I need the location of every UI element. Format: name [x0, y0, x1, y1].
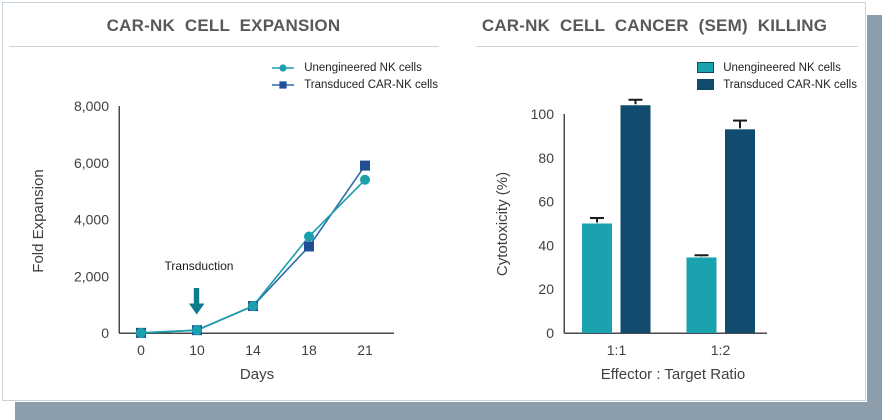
x-tick-label: 18: [301, 342, 317, 358]
killing-title: CAR-NK CELL CANCER (SEM) KILLING: [481, 16, 828, 35]
x-tick-label: 10: [189, 342, 205, 358]
legend-marker-graphic: [272, 80, 295, 89]
annotation-text: Transduction: [165, 259, 234, 273]
y-tick-label: 2,000: [74, 268, 109, 284]
legend-marker-graphic: [272, 63, 295, 72]
y-tick-label: 8,000: [74, 98, 109, 114]
marker-square: [360, 160, 370, 171]
killing-legend: Unengineered NK cells Transduced CAR-NK …: [697, 59, 857, 93]
marker-circle: [360, 174, 370, 185]
marker-circle: [136, 327, 146, 338]
legend-marker-circle: [279, 63, 287, 72]
x-tick-label: 1:2: [711, 342, 731, 358]
legend-item-transduced: Transduced CAR-NK cells: [697, 76, 857, 93]
y-tick-label: 20: [538, 281, 554, 297]
y-tick-label: 0: [546, 325, 554, 341]
legend-label-transduced: Transduced CAR-NK cells: [723, 78, 857, 91]
x-tick-label: 0: [137, 342, 145, 358]
bar-unengineered: [686, 257, 717, 333]
y-tick-label: 80: [538, 150, 554, 166]
y-tick-label: 100: [531, 106, 555, 122]
panel-killing: CAR-NK CELL CANCER (SEM) KILLING Unengin…: [444, 3, 865, 400]
y-tick-label: 4,000: [74, 212, 109, 228]
legend-label-unengineered: Unengineered NK cells: [304, 61, 422, 74]
marker-circle: [248, 301, 258, 312]
legend-item-transduced: Transduced CAR-NK cells: [271, 76, 438, 93]
legend-item-unengineered: Unengineered NK cells: [271, 59, 438, 76]
legend-marker-square: [279, 80, 287, 89]
legend-item-unengineered: Unengineered NK cells: [697, 59, 857, 76]
card-shadow-bottom: [15, 402, 882, 420]
bar-unengineered: [582, 223, 612, 333]
bar-transduced: [620, 105, 651, 333]
line-square-marker-icon: [271, 79, 295, 91]
annotation-arrow-head: [189, 303, 205, 315]
y-tick-label: 40: [538, 237, 554, 253]
y-tick-label: 0: [101, 325, 109, 341]
card-shadow-right: [867, 15, 882, 420]
killing-bar-chart: 0 20 40 60 80 100 1:1 1:2 Effector : Target Rati…: [494, 98, 767, 383]
expansion-title-rule: [9, 46, 439, 47]
annotation-arrow-shaft: [193, 288, 200, 304]
teal-swatch-icon: [697, 62, 715, 73]
marker-square: [304, 241, 314, 252]
x-axis-title: Days: [240, 366, 274, 383]
x-axis-title: Effector : Target Ratio: [601, 366, 746, 383]
y-axis-title: Fold Expansion: [30, 169, 47, 272]
line-circle-marker-icon: [271, 62, 295, 74]
x-tick-label: 21: [357, 342, 373, 358]
bar-transduced: [725, 129, 755, 333]
expansion-line-chart: 0 2,000 4,000 6,000 8,000 0 10 14 18 21 Days Fold E…: [30, 98, 394, 383]
x-tick-label: 14: [245, 342, 261, 358]
y-axis-title: Cytotoxicity (%): [494, 172, 511, 276]
killing-title-rule: [476, 46, 858, 47]
expansion-title: CAR-NK CELL EXPANSION: [106, 16, 341, 35]
panel-expansion: CAR-NK CELL EXPANSION Unengineered NK ce…: [3, 3, 444, 400]
expansion-legend: Unengineered NK cells Transduced CAR-NK …: [271, 59, 438, 93]
y-tick-label: 6,000: [74, 155, 109, 171]
navy-swatch-icon: [697, 79, 715, 90]
marker-circle: [304, 231, 314, 242]
legend-label-unengineered: Unengineered NK cells: [723, 61, 841, 74]
x-tick-label: 1:1: [607, 342, 627, 358]
y-tick-label: 60: [538, 194, 554, 210]
legend-label-transduced: Transduced CAR-NK cells: [304, 78, 438, 91]
figure-card: CAR-NK CELL EXPANSION Unengineered NK ce…: [2, 2, 866, 401]
marker-circle: [192, 325, 202, 336]
